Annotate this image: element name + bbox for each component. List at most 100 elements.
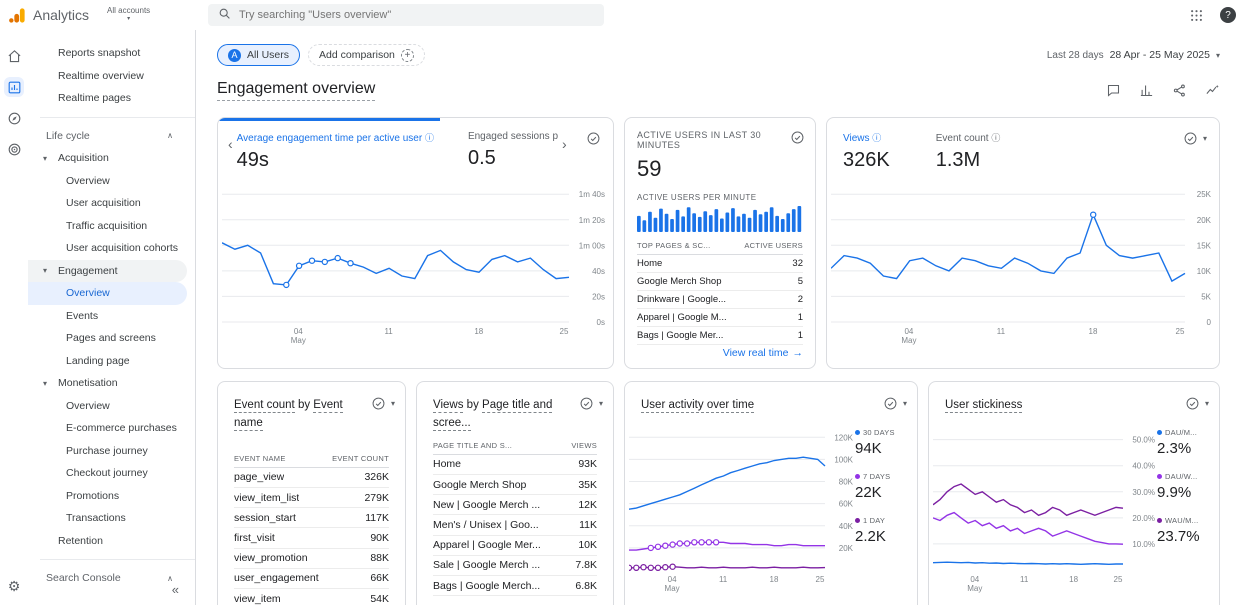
col-active-users: ACTIVE USERS [744, 241, 803, 250]
account-switcher[interactable]: All accounts ▾ [107, 7, 150, 22]
apps-grid-icon[interactable] [1189, 8, 1204, 23]
col-top-pages: TOP PAGES & SC... [637, 241, 710, 250]
engagement-time-card: ‹ Average engagement time per active use… [217, 117, 614, 369]
metric-event-count[interactable]: Event count ⓘ 1.3M [936, 131, 1001, 172]
caret-down-icon[interactable]: ▾ [903, 399, 907, 408]
svg-text:40s: 40s [592, 267, 605, 276]
svg-text:04: 04 [904, 327, 913, 336]
advertising-icon[interactable] [4, 139, 24, 159]
svg-text:25: 25 [1176, 327, 1185, 336]
data-quality-icon[interactable] [1185, 396, 1200, 411]
table-row: Drinkware | Google... 2 [637, 291, 803, 309]
nav-item[interactable]: Traffic acquisition [28, 215, 187, 238]
data-quality-icon[interactable] [790, 130, 805, 145]
explore-icon[interactable] [4, 108, 24, 128]
help-icon[interactable]: ? [1220, 7, 1236, 23]
all-users-chip[interactable]: A All Users [217, 44, 300, 66]
svg-text:40K: 40K [839, 522, 854, 531]
carousel-right-icon[interactable]: › [558, 131, 571, 157]
data-quality-icon[interactable] [586, 131, 601, 146]
nav-item[interactable]: Acquisition [28, 147, 187, 170]
legend-item: DAU/M... 2.3% [1157, 428, 1219, 457]
plus-icon: + [401, 49, 414, 62]
view-realtime-link[interactable]: View real time → [723, 347, 803, 359]
svg-text:25: 25 [1114, 575, 1123, 584]
caret-down-icon[interactable]: ▾ [1205, 399, 1209, 408]
data-quality-icon[interactable] [579, 396, 594, 411]
caret-down-icon[interactable]: ▾ [1203, 134, 1207, 143]
nav-item[interactable]: Overview [28, 395, 187, 418]
data-quality-icon[interactable] [371, 396, 386, 411]
table-row: Home 32 [637, 255, 803, 273]
nav-item[interactable]: Reports snapshot [28, 42, 187, 65]
legend-item: WAU/M... 23.7% [1157, 516, 1219, 545]
metric-avg-engagement-time[interactable]: Average engagement time per active user … [237, 131, 434, 172]
nav-item[interactable]: Overview [28, 282, 187, 305]
nav-item[interactable]: Realtime pages [28, 87, 187, 110]
date-range-picker[interactable]: Last 28 days 28 Apr - 25 May 2025 ▾ [1047, 49, 1220, 61]
nav-item[interactable]: Search Console [28, 567, 187, 590]
metric-engaged-sessions[interactable]: Engaged sessions p 0.5 [468, 131, 558, 170]
table-row: Apparel | Google M... 1 [637, 309, 803, 327]
insights-icon[interactable] [1205, 83, 1220, 98]
nav-item[interactable] [40, 117, 195, 118]
report-nav: Reports snapshot Realtime overview Realt… [28, 30, 196, 605]
nav-item[interactable]: Transactions [28, 507, 187, 530]
home-icon[interactable] [4, 46, 24, 66]
nav-item[interactable]: Pages and screens [28, 327, 187, 350]
add-comparison-chip[interactable]: Add comparison + [308, 44, 425, 66]
info-icon: ⓘ [991, 133, 1000, 143]
nav-item[interactable]: Checkout journey [28, 462, 187, 485]
views-by-page-rows: Home 93K Google Merch Shop 35K [433, 455, 597, 596]
search-input[interactable] [239, 9, 594, 21]
carousel-left-icon[interactable]: ‹ [224, 131, 237, 157]
nav-item[interactable]: Retention [28, 530, 187, 553]
card-title: User activity over time [641, 396, 754, 414]
nav-item[interactable]: Life cycle [28, 125, 187, 148]
nav-item[interactable]: Monetisation [28, 372, 187, 395]
nav-item[interactable]: Landing page [28, 350, 187, 373]
legend-item: 1 DAY 2.2K [855, 516, 917, 545]
nav-item[interactable]: E-commerce purchases [28, 417, 187, 440]
table-row: Home 93K [433, 455, 597, 475]
nav-item[interactable]: Purchase journey [28, 440, 187, 463]
event-count-card: Event count by Event name ▾ [217, 381, 406, 605]
customize-report-icon[interactable] [1139, 83, 1154, 98]
caret-down-icon[interactable]: ▾ [391, 399, 395, 408]
svg-text:18: 18 [770, 575, 779, 584]
main-content: A All Users Add comparison + Last 28 day… [196, 30, 1250, 605]
collapse-nav-icon[interactable]: « [172, 582, 179, 597]
nav-item[interactable]: Realtime overview [28, 65, 187, 88]
header-actions: ? [1189, 7, 1250, 23]
table-row: page_view 326K [234, 468, 389, 488]
metric-carousel: ‹ Average engagement time per active use… [218, 118, 613, 176]
metric-value: 49s [237, 149, 434, 172]
metric-views[interactable]: Views ⓘ 326K [843, 131, 890, 172]
user-activity-chart: 120K100K80K60K40K20K04May111825 [629, 418, 855, 594]
col-event-count: EVENT COUNT [332, 454, 389, 463]
nav-item[interactable]: Engagement [28, 260, 187, 283]
title-bar: Engagement overview [217, 80, 1250, 101]
data-quality-icon[interactable] [1183, 131, 1198, 146]
legend-dot [1157, 430, 1162, 435]
nav-item[interactable]: Overview [28, 170, 187, 193]
user-activity-legend: 30 DAYS 94K 7 DAYS 22K 1 DAY [855, 418, 917, 594]
nav-item[interactable] [40, 559, 195, 560]
reports-icon[interactable] [4, 77, 24, 97]
legend-item: 7 DAYS 22K [855, 472, 917, 501]
share-icon[interactable] [1172, 83, 1187, 98]
admin-gear-icon[interactable]: ⚙ [8, 578, 21, 595]
data-quality-icon[interactable] [883, 396, 898, 411]
nav-item[interactable]: User acquisition [28, 192, 187, 215]
table-row: user_engagement 66K [234, 569, 389, 589]
comment-icon[interactable] [1106, 83, 1121, 98]
search-bar[interactable] [208, 4, 604, 26]
user-stickiness-chart: 50.0%40.0%30.0%20.0%10.0%04May111825 [933, 418, 1157, 594]
analytics-logo-icon[interactable] [8, 6, 27, 25]
nav-item[interactable]: User acquisition cohorts [28, 237, 187, 260]
svg-text:May: May [291, 336, 306, 345]
realtime-title: ACTIVE USERS IN LAST 30 MINUTES [637, 130, 787, 150]
nav-item[interactable]: Promotions [28, 485, 187, 508]
caret-down-icon[interactable]: ▾ [599, 399, 603, 408]
nav-item[interactable]: Events [28, 305, 187, 328]
